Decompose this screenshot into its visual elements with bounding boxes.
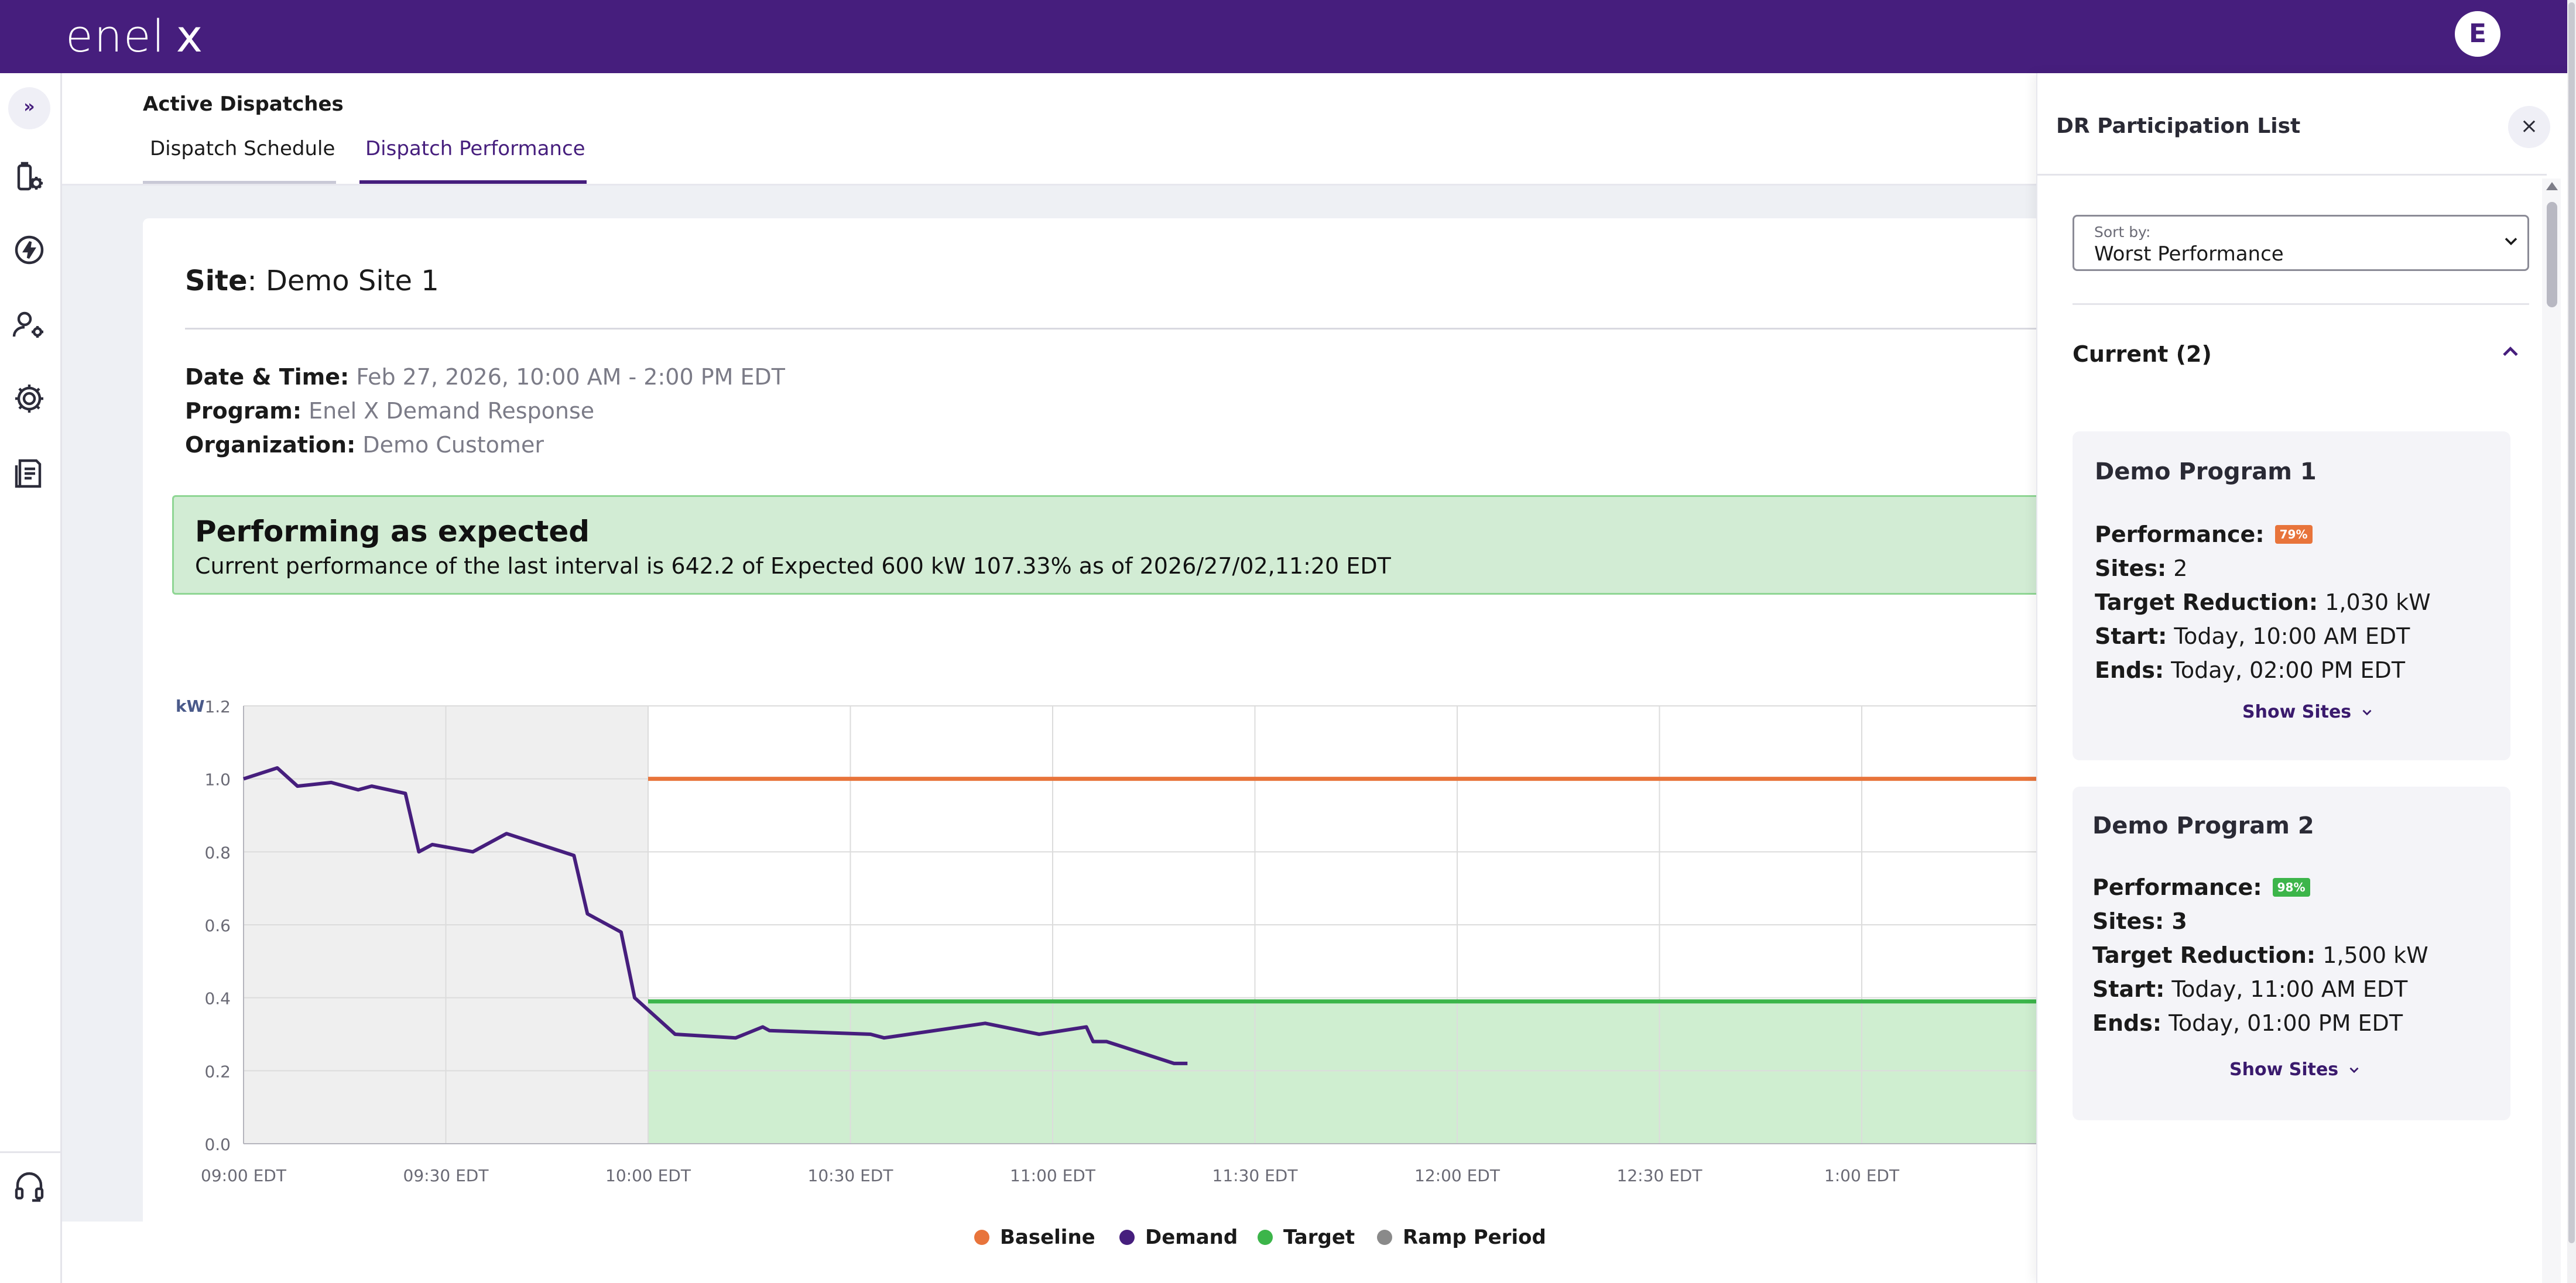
- x-tick-label: 11:30 EDT: [1212, 1166, 1299, 1185]
- organization-row: Organization: Demo Customer: [185, 432, 544, 458]
- program-card[interactable]: Demo Program 2 Performance: 98% Sites: 3…: [2073, 787, 2510, 1120]
- program-sites: Sites: 3: [2092, 908, 2187, 934]
- show-sites-button[interactable]: Show Sites: [2229, 1059, 2362, 1080]
- program-row: Program: Enel X Demand Response: [185, 398, 595, 424]
- chevron-up-icon[interactable]: [2498, 339, 2523, 365]
- legend-ramp-period[interactable]: Ramp Period: [1377, 1226, 1546, 1249]
- scroll-up-arrow-icon[interactable]: [2546, 182, 2558, 190]
- target-area: [648, 1001, 2036, 1144]
- panel-scroll-thumb[interactable]: [2547, 202, 2557, 307]
- x-tick-label: 10:30 EDT: [808, 1166, 894, 1185]
- y-tick-label: 1.2: [204, 697, 231, 716]
- site-heading: Site: Demo Site 1: [185, 265, 439, 297]
- rail-divider: [0, 1151, 60, 1153]
- performance-status-banner: Performing as expected Current performan…: [172, 495, 2036, 595]
- panel-title: DR Participation List: [2056, 114, 2301, 138]
- current-section-title[interactable]: Current (2): [2073, 341, 2212, 367]
- page-scrollbar[interactable]: [2567, 0, 2576, 1283]
- legend-ramp-dot: [1377, 1230, 1392, 1245]
- page-scroll-thumb[interactable]: [2568, 2, 2575, 1243]
- program-card[interactable]: Demo Program 1 Performance: 79% Sites: 2…: [2073, 431, 2510, 760]
- legend-target-dot: [1258, 1230, 1273, 1245]
- performance-badge: 98%: [2272, 878, 2310, 897]
- x-tick-label: 12:30 EDT: [1617, 1166, 1703, 1185]
- left-nav-rail: »: [0, 73, 62, 1283]
- chevron-down-icon: [2362, 709, 2372, 716]
- chevron-down-icon: [2505, 238, 2517, 246]
- tab-dispatch-performance[interactable]: Dispatch Performance: [359, 137, 587, 184]
- header-divider: [62, 184, 2036, 186]
- date-time-row: Date & Time: Feb 27, 2026, 10:00 AM - 2:…: [185, 364, 785, 390]
- legend-demand-dot: [1119, 1230, 1135, 1245]
- close-panel-button[interactable]: ×: [2508, 106, 2550, 148]
- user-settings-icon[interactable]: [11, 306, 48, 344]
- site-divider: [185, 328, 2036, 330]
- user-avatar[interactable]: E: [2455, 11, 2500, 57]
- y-tick-label: 0.0: [204, 1135, 231, 1154]
- legend-target[interactable]: Target: [1258, 1226, 1355, 1249]
- page-title: Active Dispatches: [143, 92, 344, 116]
- x-tick-label: 09:00 EDT: [201, 1166, 287, 1185]
- status-text: Current performance of the last interval…: [195, 553, 1391, 579]
- expand-nav-button[interactable]: »: [8, 87, 50, 129]
- program-name: Demo Program 1: [2095, 458, 2317, 485]
- gear-icon[interactable]: [11, 380, 48, 417]
- report-icon[interactable]: [11, 455, 48, 492]
- x-tick-label: 10:00 EDT: [605, 1166, 691, 1185]
- program-performance: Performance: 79%: [2095, 522, 2313, 547]
- program-ends: Ends: Today, 02:00 PM EDT: [2095, 657, 2406, 683]
- panel-scrollbar[interactable]: [2542, 179, 2561, 1283]
- y-tick-label: 1.0: [204, 770, 231, 790]
- y-tick-label: 0.8: [204, 843, 231, 862]
- chart-svg: 0.0 0.2 0.4 0.6 0.8 1.0 1.2 09:00 EDT 09:30 EDT 1…: [176, 697, 2036, 1185]
- y-tick-label: 0.2: [204, 1062, 231, 1081]
- legend-demand[interactable]: Demand: [1119, 1226, 1238, 1249]
- dispatch-performance-chart: 0.0 0.2 0.4 0.6 0.8 1.0 1.2 09:00 EDT 09:30 EDT 1…: [170, 691, 2036, 1241]
- program-target-reduction: Target Reduction: 1,030 kW: [2095, 589, 2431, 615]
- program-performance: Performance: 98%: [2092, 874, 2310, 900]
- show-sites-button[interactable]: Show Sites: [2242, 702, 2375, 722]
- panel-divider: [2037, 174, 2547, 176]
- x-tick-label: 1:00 EDT: [1824, 1166, 1900, 1185]
- demand-series-line: [243, 766, 1188, 1065]
- performance-badge: 79%: [2274, 525, 2313, 544]
- current-section-divider: [2073, 303, 2529, 305]
- headset-icon[interactable]: [11, 1168, 48, 1205]
- dr-participation-panel: DR Participation List × Sort by: Worst P…: [2036, 73, 2576, 1283]
- x-tick-label: 11:00 EDT: [1010, 1166, 1096, 1185]
- dispatch-settings-icon[interactable]: [11, 159, 48, 196]
- status-title: Performing as expected: [195, 514, 590, 548]
- app-header: enel x E: [0, 0, 2567, 73]
- enel-x-logo[interactable]: enel x: [66, 10, 204, 62]
- program-start: Start: Today, 11:00 AM EDT: [2092, 976, 2408, 1002]
- chevron-down-icon: [2349, 1067, 2359, 1073]
- tab-dispatch-schedule[interactable]: Dispatch Schedule: [143, 137, 336, 184]
- legend-baseline[interactable]: Baseline: [974, 1226, 1095, 1249]
- lightning-icon[interactable]: [11, 231, 48, 269]
- program-start: Start: Today, 10:00 AM EDT: [2095, 623, 2410, 649]
- x-tick-label: 09:30 EDT: [403, 1166, 489, 1185]
- program-name: Demo Program 2: [2092, 812, 2314, 839]
- y-tick-label: 0.6: [204, 916, 231, 935]
- program-ends: Ends: Today, 01:00 PM EDT: [2092, 1010, 2403, 1036]
- sort-by-label: Sort by:: [2094, 224, 2151, 241]
- y-axis-unit-label: kW: [176, 697, 205, 716]
- sort-by-value: Worst Performance: [2094, 242, 2284, 266]
- sort-by-select[interactable]: Sort by: Worst Performance: [2073, 215, 2529, 271]
- program-target-reduction: Target Reduction: 1,500 kW: [2092, 942, 2428, 968]
- program-sites: Sites: 2: [2095, 555, 2188, 581]
- x-tick-label: 12:00 EDT: [1414, 1166, 1501, 1185]
- legend-baseline-dot: [974, 1230, 989, 1245]
- y-tick-label: 0.4: [204, 989, 231, 1008]
